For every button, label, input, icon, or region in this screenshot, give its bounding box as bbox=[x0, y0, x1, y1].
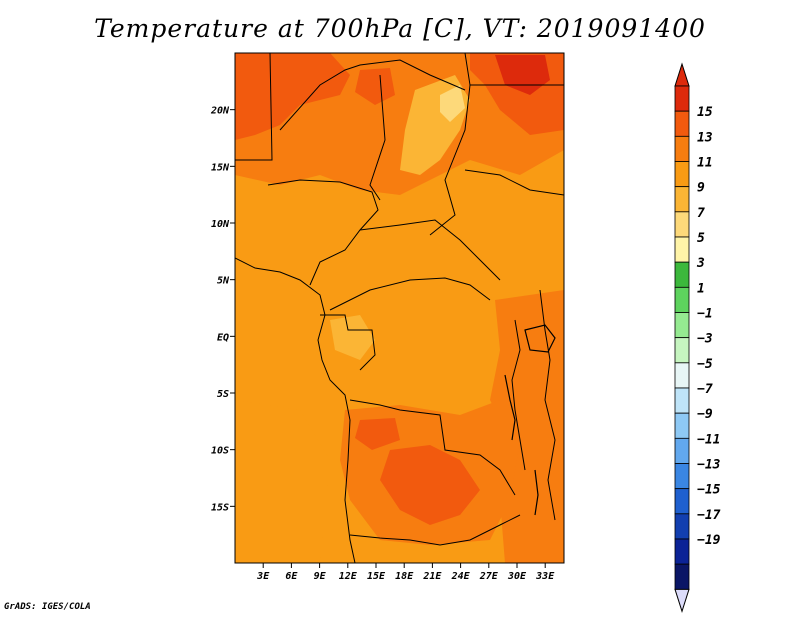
chart-title: Temperature at 700hPa [C], VT: 201909140… bbox=[94, 14, 706, 43]
colorbar-swatch bbox=[674, 563, 690, 590]
colorbar-under-triangle bbox=[674, 588, 690, 613]
temperature-field bbox=[235, 53, 564, 563]
colorbar-swatch bbox=[674, 488, 690, 515]
border-sahara-diagonal bbox=[279, 59, 466, 131]
x-tick-label: 21E bbox=[422, 571, 442, 582]
border-sudan-north bbox=[429, 53, 471, 236]
x-tick-label: 12E bbox=[339, 571, 358, 582]
colorbar-level-label: 3 bbox=[696, 256, 705, 271]
colorbar-level-label: −15 bbox=[697, 483, 721, 498]
x-tick-label: 3E bbox=[256, 571, 270, 582]
colorbar-swatch bbox=[674, 513, 690, 540]
colorbar-over-triangle bbox=[674, 62, 690, 87]
colorbar-swatch bbox=[674, 337, 690, 364]
field-zambia-core bbox=[380, 445, 480, 525]
y-tick-label: 15N bbox=[211, 162, 230, 173]
y-tick-label: 10S bbox=[211, 446, 229, 457]
border-drc-south bbox=[349, 399, 516, 496]
border-chad-west bbox=[369, 74, 386, 201]
map-frame bbox=[234, 52, 565, 564]
colorbar-level-label: −19 bbox=[697, 533, 721, 548]
field-sw-atlantic bbox=[235, 400, 330, 563]
colorbar-swatch bbox=[674, 437, 690, 464]
colorbar-level-label: −17 bbox=[697, 508, 721, 523]
y-axis: 20N 15N 10N 5N EQ 5S 10S 15S bbox=[210, 106, 235, 513]
x-axis: 3E 6E 9E 12E 15E 18E 21E 24E 27E 30E 33E bbox=[256, 563, 555, 582]
border-sahara-west bbox=[235, 53, 273, 161]
colorbar-level-label: 1 bbox=[697, 281, 705, 296]
colorbar-level-label: −7 bbox=[697, 382, 713, 397]
lake-tanganyika bbox=[504, 374, 516, 441]
colorbar-level-label: −3 bbox=[697, 332, 713, 347]
border-gabon bbox=[320, 314, 376, 371]
border-car bbox=[359, 219, 501, 281]
grads-credit: GrADS: IGES/COLA bbox=[4, 602, 91, 612]
colorbar-level-label: −5 bbox=[697, 357, 713, 372]
field-congo-patch bbox=[330, 315, 375, 360]
lake-malawi bbox=[534, 469, 539, 516]
colorbar-swatch bbox=[674, 85, 690, 112]
colorbar-level-label: 13 bbox=[697, 130, 713, 145]
colorbar-swatch bbox=[674, 312, 690, 339]
colorbar-level-label: 7 bbox=[697, 206, 705, 221]
colorbar-level-label: −11 bbox=[697, 432, 720, 447]
border-east-lakes bbox=[511, 319, 526, 471]
colorbar-level-label: 9 bbox=[697, 181, 705, 196]
colorbar-swatch bbox=[674, 161, 690, 188]
x-tick-label: 24E bbox=[451, 571, 471, 582]
colorbar-level-label: −13 bbox=[697, 458, 721, 473]
y-tick-label: 5N bbox=[217, 276, 230, 287]
y-tick-label: 5S bbox=[217, 389, 229, 400]
colorbar-swatch bbox=[674, 538, 690, 565]
border-east-africa bbox=[539, 289, 556, 521]
field-sudan-cooler bbox=[440, 85, 465, 122]
colorbar-swatch bbox=[674, 286, 690, 313]
colorbar: 15 13 11 9 7 5 3 1 −1 −3 −5 −7 −9 −11 −13 −15 −17 −19 bbox=[674, 62, 721, 613]
coastline-west-africa bbox=[235, 257, 356, 563]
colorbar-swatch bbox=[674, 135, 690, 162]
lakes bbox=[504, 324, 556, 516]
colorbar-swatch bbox=[674, 387, 690, 414]
x-tick-label: 27E bbox=[479, 571, 499, 582]
x-tick-label: 15E bbox=[367, 571, 386, 582]
colorbar-level-label: 5 bbox=[697, 231, 705, 246]
y-tick-label: 10N bbox=[211, 219, 230, 230]
x-tick-label: 9E bbox=[314, 571, 327, 582]
y-tick-label: 20N bbox=[210, 106, 230, 117]
border-congo-north bbox=[329, 277, 491, 311]
lake-victoria bbox=[524, 324, 556, 353]
colorbar-swatch bbox=[674, 211, 690, 238]
y-tick-label: EQ bbox=[217, 332, 229, 343]
colorbar-swatch bbox=[674, 186, 690, 213]
field-angola-warm bbox=[355, 418, 400, 450]
colorbar-level-label: −1 bbox=[697, 307, 713, 322]
x-tick-label: 33E bbox=[535, 571, 555, 582]
field-n-hot bbox=[355, 68, 395, 105]
colorbar-level-label: −9 bbox=[697, 407, 713, 422]
colorbar-swatch bbox=[674, 463, 690, 490]
colorbar-swatch bbox=[674, 261, 690, 288]
border-ethiopia bbox=[464, 169, 564, 196]
colorbar-swatch bbox=[674, 110, 690, 137]
field-nw-hot bbox=[235, 53, 350, 140]
colorbar-level-label: 11 bbox=[697, 156, 713, 171]
colorbar-swatch bbox=[674, 412, 690, 439]
y-tick-label: 15S bbox=[211, 502, 229, 513]
x-tick-label: 18E bbox=[395, 571, 414, 582]
colorbar-swatch bbox=[674, 236, 690, 263]
colorbar-swatch bbox=[674, 362, 690, 389]
border-nigeria bbox=[267, 179, 379, 286]
country-borders bbox=[235, 53, 564, 563]
x-tick-label: 30E bbox=[507, 571, 527, 582]
x-tick-label: 6E bbox=[285, 571, 298, 582]
border-angola-south bbox=[349, 514, 521, 546]
colorbar-level-label: 15 bbox=[697, 105, 713, 120]
